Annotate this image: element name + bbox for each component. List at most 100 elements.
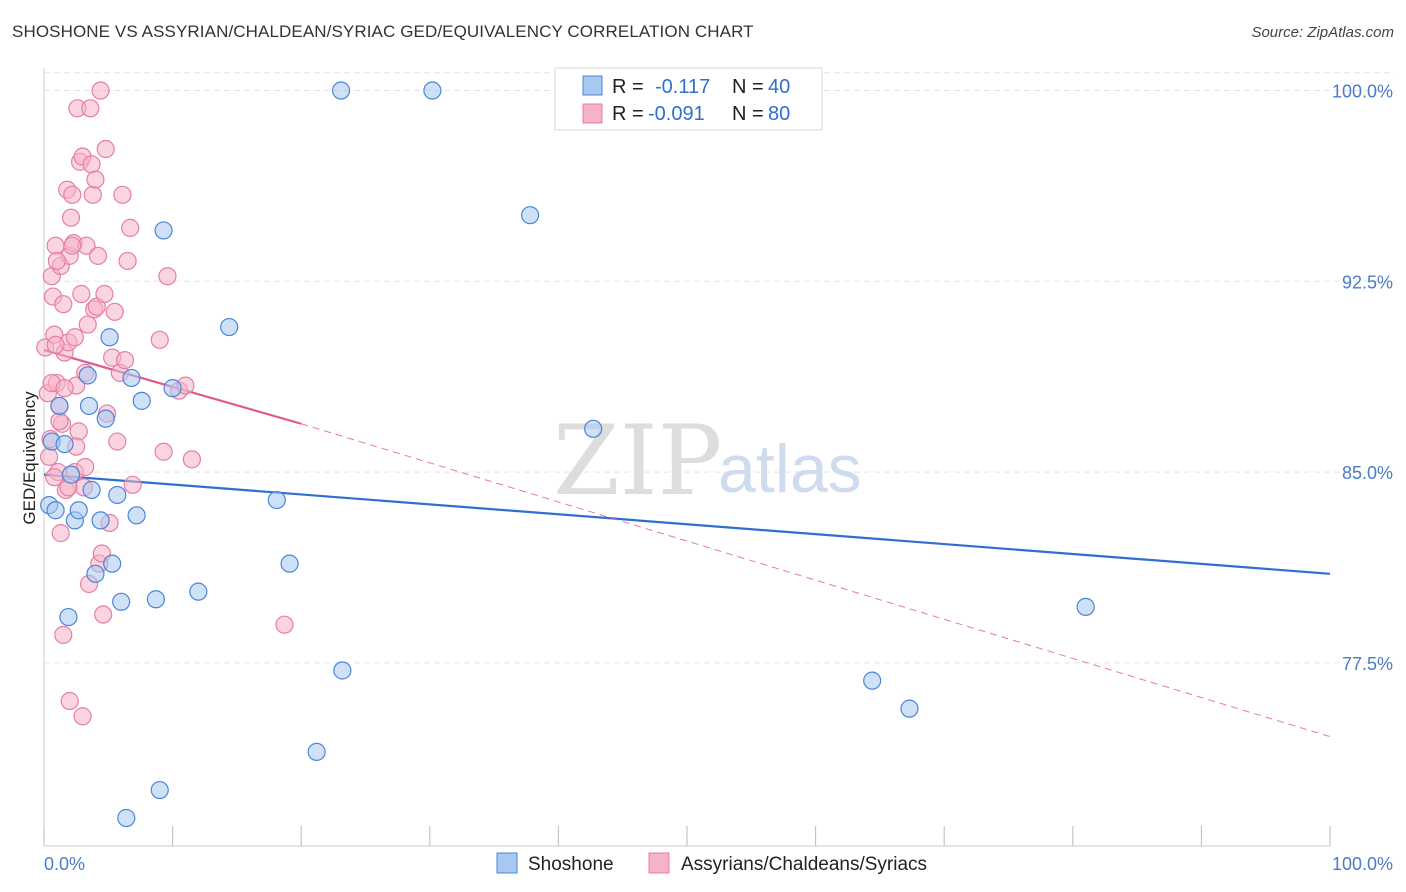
assyrians-point: [182, 450, 201, 469]
legend-r-value-shoshone: -0.117: [655, 76, 710, 98]
assyrians-point: [121, 218, 140, 237]
shoshone-point: [1076, 597, 1095, 616]
shoshone-point: [78, 366, 97, 385]
x-tick-label-max: 100.0%: [1332, 854, 1393, 874]
assyrians-point: [50, 412, 69, 431]
assyrians-point: [150, 330, 169, 349]
shoshone-point: [584, 419, 603, 438]
shoshone-point: [82, 480, 101, 499]
assyrians-point: [60, 691, 79, 711]
assyrians-point: [83, 185, 102, 204]
shoshone-point: [163, 379, 182, 398]
series-assyrians-points: [36, 81, 294, 726]
watermark-atlas: atlas: [718, 431, 862, 507]
assyrians-point: [45, 468, 64, 487]
assyrians-point: [47, 251, 66, 271]
assyrians-point: [81, 99, 100, 118]
shoshone-point: [220, 317, 239, 337]
legend-n-label-assyrians: N =: [732, 103, 764, 125]
shoshone-point: [91, 511, 110, 530]
legend-r-label-shoshone: R =: [612, 76, 644, 98]
assyrians-point: [154, 442, 173, 461]
assyrians-point: [61, 208, 81, 227]
assyrians-point: [54, 295, 73, 314]
assyrians-point: [88, 246, 108, 265]
legend-r-label-assyrians: R =: [612, 103, 644, 125]
y-tick-label: 92.5%: [1342, 272, 1393, 292]
shoshone-point: [423, 81, 442, 100]
legend-r-value-assyrians: -0.091: [648, 103, 705, 125]
assyrians-point: [95, 284, 114, 304]
shoshone-point: [112, 592, 131, 611]
shoshone-point: [150, 780, 169, 800]
source-label: Source: ZipAtlas.com: [1251, 24, 1394, 41]
legend-swatch-shoshone: [582, 75, 603, 96]
shoshone-point: [331, 81, 351, 100]
shoshone-point: [117, 808, 136, 828]
shoshone-point: [86, 564, 105, 583]
assyrians-point: [123, 475, 142, 494]
assyrians-point: [40, 447, 59, 466]
y-tick-label: 85.0%: [1342, 463, 1393, 483]
assyrians-point: [46, 236, 65, 255]
assyrians-point: [113, 185, 132, 204]
assyrians-point: [96, 139, 115, 159]
shoshone-point: [132, 391, 151, 410]
tick-labels: 77.5% 85.0% 92.5% 100.0% 0.0% 100.0%: [44, 82, 1393, 874]
assyrians-point: [65, 328, 84, 347]
shoshone-point: [900, 699, 919, 718]
assyrians-point: [91, 81, 110, 100]
shoshone-point: [189, 582, 208, 601]
assyrians-point: [51, 524, 70, 543]
shoshone-point: [103, 554, 122, 573]
assyrians-point: [55, 379, 74, 398]
shoshone-point: [59, 607, 78, 627]
legend-n-label-shoshone: N =: [732, 76, 764, 98]
assyrians-point: [94, 605, 113, 624]
assyrians-point: [63, 185, 82, 204]
shoshone-point: [333, 661, 352, 680]
assyrians-point: [158, 267, 177, 286]
assyrians-point: [54, 625, 73, 644]
shoshone-point: [46, 501, 65, 520]
shoshone-point: [146, 590, 165, 609]
shoshone-point: [55, 434, 74, 454]
shoshone-point: [79, 396, 99, 416]
assyrians-point: [76, 457, 95, 477]
legend-n-value-shoshone: 40: [768, 76, 790, 98]
legend-swatch-assyrians: [582, 103, 603, 124]
bottom-legend-swatch-shoshone: [496, 852, 518, 874]
shoshone-point: [100, 328, 119, 347]
assyrians-point: [46, 335, 65, 354]
bottom-legend-label-assyrians: Assyrians/Chaldeans/Syriacs: [681, 854, 927, 875]
shoshone-point: [154, 221, 173, 240]
shoshone-point: [863, 671, 882, 690]
series-shoshone-points: [40, 81, 1095, 828]
shoshone-trend-line: [43, 473, 1331, 575]
shoshone-point: [96, 409, 115, 428]
assyrians-point: [86, 170, 105, 189]
assyrians-point: [118, 251, 137, 271]
y-axis-label: GED/Equivalency: [20, 391, 39, 525]
shoshone-point: [307, 742, 326, 761]
x-tick-label-min: 0.0%: [44, 854, 85, 874]
shoshone-point: [122, 368, 141, 388]
shoshone-point: [267, 490, 286, 510]
bottom-legend-label-shoshone: Shoshone: [528, 854, 614, 875]
chart-title: SHOSHONE VS ASSYRIAN/CHALDEAN/SYRIAC GED…: [12, 22, 754, 41]
series-legend: Shoshone Assyrians/Chaldeans/Syriacs: [496, 852, 927, 875]
legend-n-value-assyrians: 80: [768, 103, 790, 125]
shoshone-point: [127, 506, 146, 525]
stats-legend: R = -0.117 N = 40 R = -0.091 N = 80: [554, 67, 823, 131]
shoshone-point: [50, 396, 69, 416]
shoshone-point: [69, 501, 88, 520]
gridlines: [44, 72, 1395, 664]
assyrians-point: [63, 236, 82, 255]
shoshone-point: [108, 485, 127, 505]
assyrians-point: [105, 302, 124, 321]
y-tick-label: 100.0%: [1332, 82, 1393, 102]
assyrians-point: [78, 315, 97, 334]
assyrians-point: [82, 155, 101, 174]
assyrians-point: [72, 284, 91, 304]
